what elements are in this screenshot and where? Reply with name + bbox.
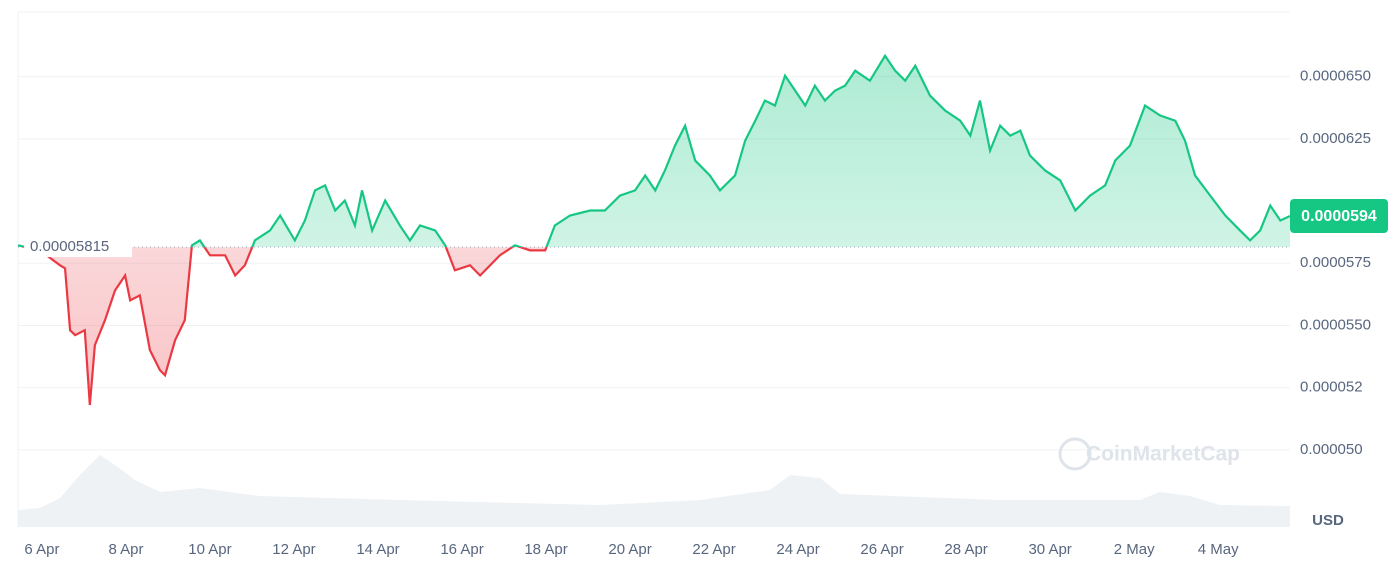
x-tick-label: 2 May (1114, 541, 1155, 558)
volume-area (18, 455, 1290, 527)
y-tick-label: 0.0000625 (1300, 130, 1371, 147)
price-line-down (20, 247, 548, 406)
x-tick-label: 14 Apr (356, 541, 399, 558)
y-tick-label: 0.000052 (1300, 379, 1363, 396)
x-tick-label: 4 May (1198, 541, 1239, 558)
watermark: CoinMarketCap (1086, 443, 1240, 466)
y-unit: USD (1312, 512, 1344, 529)
x-tick-label: 24 Apr (776, 541, 819, 558)
watermark-logo (1058, 437, 1092, 471)
y-tick-label: 0.0000575 (1300, 254, 1371, 271)
x-tick-label: 8 Apr (108, 541, 143, 558)
area-down (18, 247, 1290, 406)
x-tick-label: 20 Apr (608, 541, 651, 558)
price-line-up (17, 53, 1291, 248)
baseline-label: 0.00005815 (30, 238, 109, 255)
x-tick-label: 10 Apr (188, 541, 231, 558)
x-tick-label: 16 Apr (440, 541, 483, 558)
x-tick-label: 30 Apr (1028, 541, 1071, 558)
x-tick-label: 22 Apr (692, 541, 735, 558)
last-price-badge (1290, 199, 1388, 234)
last-price-label: 0.0000594 (1301, 208, 1377, 225)
x-tick-label: 6 Apr (24, 541, 59, 558)
y-tick-label: 0.0000650 (1300, 68, 1371, 85)
x-tick-label: 26 Apr (860, 541, 903, 558)
x-tick-label: 12 Apr (272, 541, 315, 558)
area-up (18, 55, 1290, 248)
y-tick-label: 0.000050 (1300, 441, 1363, 458)
baseline-label-bg (24, 235, 132, 258)
x-tick-label: 18 Apr (524, 541, 567, 558)
y-tick-label: 0.0000550 (1300, 316, 1371, 333)
x-tick-label: 28 Apr (944, 541, 987, 558)
